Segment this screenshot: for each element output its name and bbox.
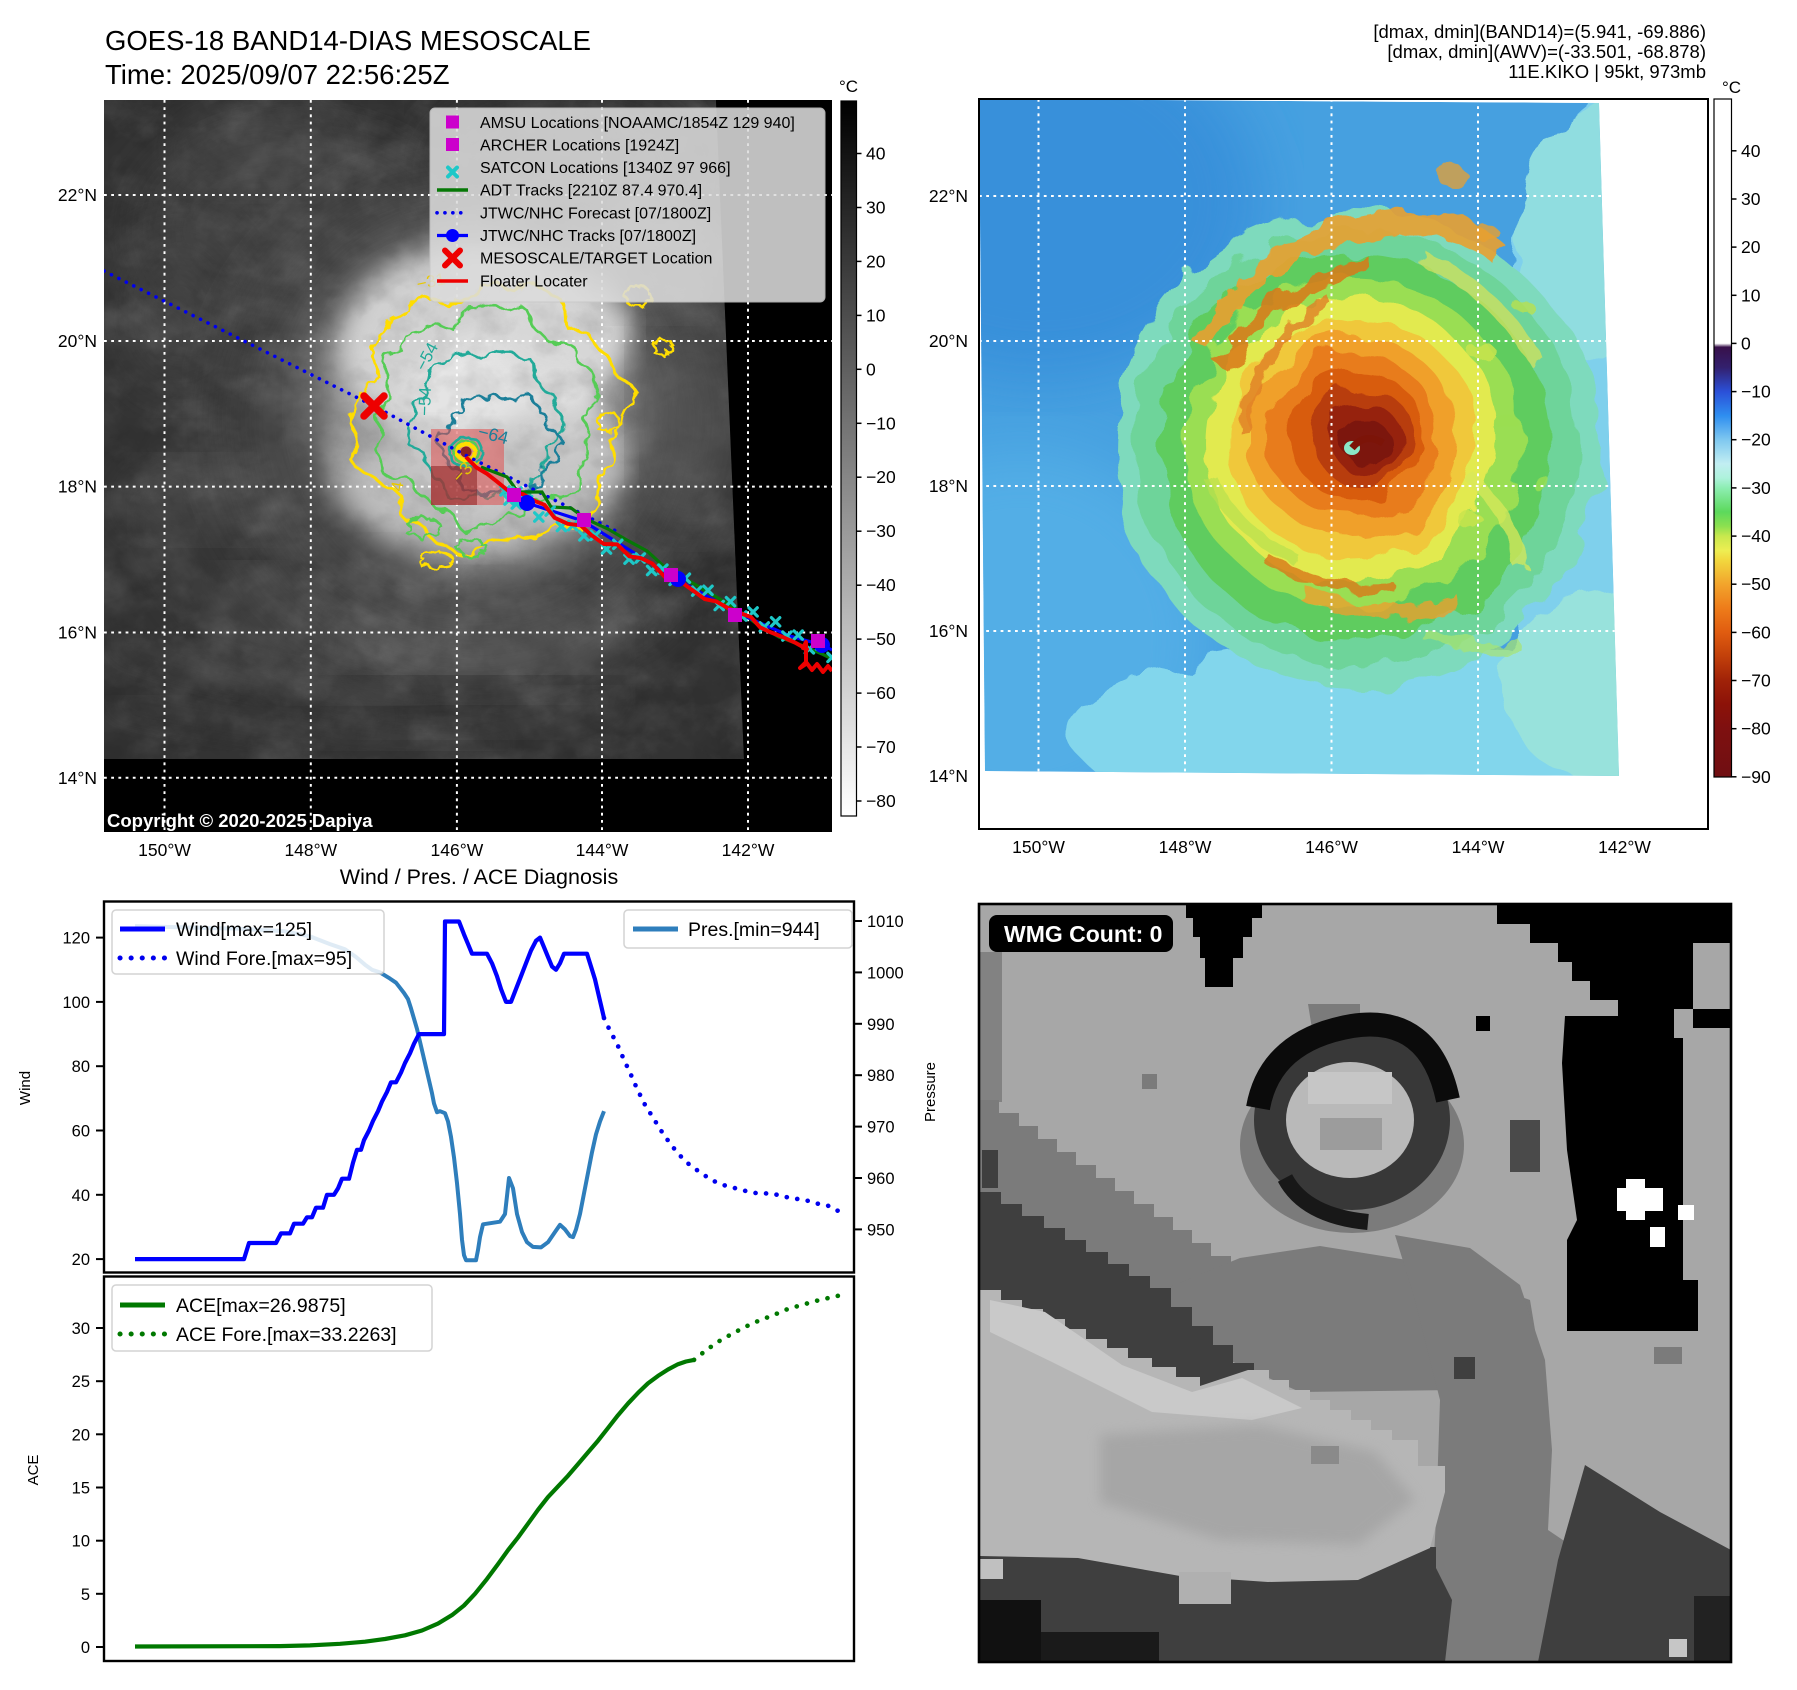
svg-text:−60: −60 bbox=[866, 683, 896, 703]
svg-text:30: 30 bbox=[72, 1320, 90, 1338]
svg-text:WMG Count: 0: WMG Count: 0 bbox=[1004, 921, 1162, 947]
svg-text:−40: −40 bbox=[866, 575, 896, 595]
svg-text:Floater Locater: Floater Locater bbox=[480, 274, 588, 291]
svg-text:980: 980 bbox=[867, 1067, 895, 1085]
svg-text:144°W: 144°W bbox=[576, 840, 629, 860]
svg-text:20: 20 bbox=[72, 1426, 90, 1444]
svg-text:970: 970 bbox=[867, 1119, 895, 1137]
svg-text:148°W: 148°W bbox=[284, 840, 337, 860]
svg-text:[dmax, dmin](AWV)=(-33.501, -6: [dmax, dmin](AWV)=(-33.501, -68.878) bbox=[1387, 41, 1706, 62]
svg-text:−50: −50 bbox=[1741, 574, 1771, 594]
svg-text:0: 0 bbox=[866, 359, 876, 379]
svg-text:Wind / Pres. / ACE Diagnosis: Wind / Pres. / ACE Diagnosis bbox=[340, 865, 618, 889]
svg-text:−60: −60 bbox=[1741, 622, 1771, 642]
svg-text:40: 40 bbox=[866, 144, 886, 164]
svg-text:JTWC/NHC Forecast [07/1800Z]: JTWC/NHC Forecast [07/1800Z] bbox=[480, 205, 711, 222]
svg-text:11E.KIKO | 95kt, 973mb: 11E.KIKO | 95kt, 973mb bbox=[1508, 61, 1706, 82]
svg-text:Copyright © 2020-2025 Dapiya: Copyright © 2020-2025 Dapiya bbox=[107, 810, 373, 831]
svg-text:MESOSCALE/TARGET Location: MESOSCALE/TARGET Location bbox=[480, 251, 712, 268]
svg-text:14°N: 14°N bbox=[58, 768, 97, 788]
svg-text:[dmax, dmin](BAND14)=(5.941, -: [dmax, dmin](BAND14)=(5.941, -69.886) bbox=[1373, 21, 1706, 42]
svg-text:−50: −50 bbox=[866, 629, 896, 649]
svg-text:22°N: 22°N bbox=[58, 185, 97, 205]
svg-text:22°N: 22°N bbox=[929, 186, 968, 206]
svg-text:0: 0 bbox=[81, 1639, 90, 1657]
svg-text:−20: −20 bbox=[1741, 430, 1771, 450]
svg-text:146°W: 146°W bbox=[1305, 837, 1358, 857]
svg-text:−70: −70 bbox=[866, 737, 896, 757]
svg-text:°C: °C bbox=[839, 77, 858, 96]
svg-text:80: 80 bbox=[72, 1058, 90, 1076]
svg-text:SATCON Locations [1340Z 97 966: SATCON Locations [1340Z 97 966] bbox=[480, 160, 731, 177]
svg-text:100: 100 bbox=[62, 994, 90, 1012]
svg-text:−90: −90 bbox=[1741, 767, 1771, 787]
svg-text:Time: 2025/09/07 22:56:25Z: Time: 2025/09/07 22:56:25Z bbox=[105, 59, 450, 90]
svg-text:1010: 1010 bbox=[867, 913, 904, 931]
svg-text:150°W: 150°W bbox=[138, 840, 191, 860]
svg-text:−80: −80 bbox=[866, 791, 896, 811]
svg-text:−10: −10 bbox=[866, 413, 896, 433]
svg-text:990: 990 bbox=[867, 1016, 895, 1034]
svg-text:−20: −20 bbox=[866, 467, 896, 487]
svg-text:40: 40 bbox=[1741, 141, 1761, 161]
svg-text:20°N: 20°N bbox=[58, 331, 97, 351]
svg-text:20: 20 bbox=[1741, 237, 1761, 257]
svg-text:0: 0 bbox=[1741, 333, 1751, 353]
svg-text:°C: °C bbox=[1722, 78, 1741, 97]
svg-text:Pres.[min=944]: Pres.[min=944] bbox=[688, 919, 820, 941]
svg-text:JTWC/NHC Tracks [07/1800Z]: JTWC/NHC Tracks [07/1800Z] bbox=[480, 228, 696, 245]
svg-text:−80: −80 bbox=[1741, 719, 1771, 739]
svg-text:10: 10 bbox=[866, 305, 886, 325]
svg-text:−30: −30 bbox=[1741, 478, 1771, 498]
svg-text:60: 60 bbox=[72, 1123, 90, 1141]
svg-text:Wind[max=125]: Wind[max=125] bbox=[176, 919, 312, 941]
svg-text:Wind: Wind bbox=[17, 1071, 34, 1105]
svg-text:142°W: 142°W bbox=[722, 840, 775, 860]
svg-text:15: 15 bbox=[72, 1480, 90, 1498]
svg-text:18°N: 18°N bbox=[929, 476, 968, 496]
svg-text:ADT Tracks [2210Z 87.4 970.4]: ADT Tracks [2210Z 87.4 970.4] bbox=[480, 183, 702, 200]
svg-text:GOES-18 BAND14-DIAS MESOSCALE: GOES-18 BAND14-DIAS MESOSCALE bbox=[105, 25, 591, 56]
svg-text:10: 10 bbox=[1741, 285, 1761, 305]
svg-text:−70: −70 bbox=[1741, 671, 1771, 691]
svg-text:1000: 1000 bbox=[867, 964, 904, 982]
svg-text:ACE[max=26.9875]: ACE[max=26.9875] bbox=[176, 1295, 346, 1317]
svg-text:ACE: ACE bbox=[25, 1455, 42, 1486]
svg-text:144°W: 144°W bbox=[1452, 837, 1505, 857]
svg-text:120: 120 bbox=[62, 930, 90, 948]
svg-text:20: 20 bbox=[72, 1251, 90, 1269]
svg-text:10: 10 bbox=[72, 1533, 90, 1551]
svg-text:Pressure: Pressure bbox=[922, 1062, 939, 1122]
svg-text:ACE Fore.[max=33.2263]: ACE Fore.[max=33.2263] bbox=[176, 1324, 397, 1346]
svg-text:142°W: 142°W bbox=[1598, 837, 1651, 857]
svg-text:150°W: 150°W bbox=[1012, 837, 1065, 857]
svg-text:5: 5 bbox=[81, 1586, 90, 1604]
svg-text:16°N: 16°N bbox=[58, 623, 97, 643]
svg-text:20: 20 bbox=[866, 251, 886, 271]
svg-text:20°N: 20°N bbox=[929, 331, 968, 351]
svg-text:Wind Fore.[max=95]: Wind Fore.[max=95] bbox=[176, 948, 352, 970]
svg-text:40: 40 bbox=[72, 1187, 90, 1205]
svg-text:14°N: 14°N bbox=[929, 766, 968, 786]
svg-text:−10: −10 bbox=[1741, 382, 1771, 402]
svg-text:4: 4 bbox=[387, 480, 407, 493]
svg-text:18°N: 18°N bbox=[58, 477, 97, 497]
svg-text:25: 25 bbox=[72, 1373, 90, 1391]
svg-text:AMSU Locations [NOAAMC/1854Z 1: AMSU Locations [NOAAMC/1854Z 129 940] bbox=[480, 115, 795, 132]
svg-text:−54: −54 bbox=[415, 387, 435, 416]
svg-text:ARCHER Locations [1924Z]: ARCHER Locations [1924Z] bbox=[480, 138, 679, 155]
svg-text:30: 30 bbox=[866, 198, 886, 218]
svg-text:16°N: 16°N bbox=[929, 621, 968, 641]
svg-text:960: 960 bbox=[867, 1170, 895, 1188]
svg-text:148°W: 148°W bbox=[1159, 837, 1212, 857]
svg-text:146°W: 146°W bbox=[431, 840, 484, 860]
svg-text:−30: −30 bbox=[866, 521, 896, 541]
svg-text:−40: −40 bbox=[1741, 526, 1771, 546]
svg-text:30: 30 bbox=[1741, 189, 1761, 209]
svg-text:950: 950 bbox=[867, 1221, 895, 1239]
